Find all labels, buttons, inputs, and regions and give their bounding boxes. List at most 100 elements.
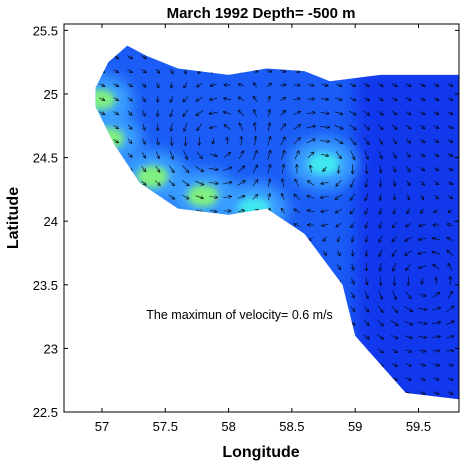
velocity-arrow bbox=[113, 139, 119, 142]
velocity-arrow bbox=[407, 208, 410, 214]
x-tick-label: 58.5 bbox=[279, 419, 304, 434]
velocity-arrow bbox=[223, 197, 231, 198]
velocity-arrow bbox=[294, 151, 299, 160]
velocity-arrow bbox=[323, 166, 327, 171]
y-axis-ticks: 22.5 23 23.5 24 24.5 25 25.5 bbox=[33, 23, 459, 420]
velocity-arrow bbox=[280, 85, 286, 86]
y-tick-label: 24.5 bbox=[33, 151, 58, 166]
velocity-arrow bbox=[447, 112, 453, 115]
y-tick-label: 23.5 bbox=[33, 278, 58, 293]
velocity-arrow bbox=[377, 110, 383, 115]
velocity-arrow bbox=[377, 320, 383, 325]
velocity-arrow bbox=[448, 209, 453, 212]
velocity-arrow bbox=[380, 276, 381, 285]
velocity-arrow bbox=[447, 378, 452, 380]
velocity-arrow bbox=[141, 152, 145, 158]
velocity-arrow bbox=[446, 336, 454, 338]
velocity-arrow bbox=[213, 138, 214, 144]
velocity-arrow bbox=[184, 122, 188, 131]
velocity-arrow bbox=[391, 124, 396, 129]
velocity-arrow bbox=[336, 264, 340, 270]
velocity-arrow bbox=[224, 125, 231, 130]
velocity-arrow bbox=[293, 112, 301, 115]
velocity-arrow bbox=[267, 165, 271, 174]
velocity-arrow bbox=[405, 350, 412, 352]
velocity-arrow bbox=[254, 110, 257, 117]
velocity-arrow bbox=[171, 136, 172, 145]
velocity-arrow bbox=[433, 378, 439, 380]
velocity-arrow bbox=[364, 150, 368, 159]
velocity-arrow bbox=[183, 96, 189, 101]
velocity-arrow bbox=[352, 263, 354, 270]
velocity-arrow bbox=[433, 181, 439, 185]
velocity-arrow bbox=[350, 193, 356, 200]
velocity-arrow bbox=[196, 151, 202, 159]
velocity-arrow bbox=[127, 110, 132, 115]
velocity-arrow bbox=[321, 99, 328, 100]
velocity-arrow bbox=[155, 165, 160, 172]
velocity-arrow bbox=[447, 140, 453, 143]
velocity-arrow bbox=[143, 137, 146, 144]
max-velocity-annotation: The maximun of velocity= 0.6 m/s bbox=[146, 308, 333, 322]
velocity-arrow bbox=[208, 183, 218, 184]
velocity-arrow bbox=[418, 336, 426, 337]
velocity-arrow bbox=[351, 222, 355, 228]
velocity-arrow bbox=[338, 236, 340, 241]
velocity-arrow bbox=[295, 179, 300, 187]
velocity-arrow bbox=[418, 350, 426, 351]
hotspot-inner-4 bbox=[95, 89, 116, 112]
velocity-arrow bbox=[349, 97, 356, 101]
velocity-arrow bbox=[143, 124, 145, 130]
velocity-arrow bbox=[169, 165, 174, 173]
velocity-arrow bbox=[307, 152, 314, 159]
hotspot-inner-2 bbox=[187, 184, 220, 207]
velocity-arrow bbox=[366, 249, 367, 257]
velocity-arrow bbox=[434, 194, 438, 199]
velocity-arrow bbox=[157, 137, 158, 145]
velocity-arrow bbox=[350, 208, 356, 213]
velocity-arrow bbox=[377, 305, 383, 313]
velocity-arrow bbox=[293, 98, 300, 99]
velocity-arrow bbox=[238, 151, 243, 160]
velocity-arrow bbox=[335, 151, 341, 159]
velocity-arrow bbox=[433, 84, 439, 87]
velocity-arrow bbox=[171, 123, 172, 131]
velocity-arrow bbox=[418, 252, 427, 254]
velocity-arrow bbox=[404, 320, 412, 325]
velocity-arrow bbox=[391, 364, 398, 367]
velocity-arrow bbox=[366, 179, 368, 187]
velocity-arrow bbox=[280, 98, 286, 101]
velocity-arrow bbox=[447, 126, 453, 129]
velocity-arrow bbox=[307, 85, 314, 86]
velocity-arrow bbox=[267, 137, 271, 146]
velocity-arrow bbox=[446, 321, 454, 325]
velocity-arrow bbox=[113, 111, 119, 115]
velocity-arrow bbox=[446, 306, 454, 312]
hotspot-inner-0 bbox=[307, 152, 340, 175]
velocity-arrow bbox=[447, 392, 453, 394]
velocity-arrow bbox=[447, 84, 453, 87]
velocity-arrow bbox=[293, 138, 300, 145]
velocity-arrow bbox=[99, 84, 105, 87]
velocity-arrow bbox=[432, 293, 439, 298]
velocity-arrow bbox=[306, 139, 315, 144]
velocity-arrow bbox=[306, 126, 316, 129]
velocity-arrow bbox=[380, 193, 381, 200]
velocity-arrow bbox=[323, 250, 326, 255]
velocity-arrow bbox=[419, 266, 426, 268]
y-tick-label: 25.5 bbox=[33, 23, 58, 38]
velocity-arrow bbox=[209, 154, 217, 156]
velocity-arrow bbox=[405, 138, 410, 143]
velocity-arrow bbox=[321, 197, 329, 198]
velocity-arrow bbox=[363, 110, 370, 115]
velocity-arrow bbox=[196, 110, 203, 116]
velocity-arrow bbox=[239, 123, 244, 131]
velocity-arrow bbox=[336, 208, 343, 213]
velocity-arrow bbox=[405, 236, 412, 241]
velocity-arrow bbox=[379, 221, 381, 228]
chart-title: March 1992 Depth= -500 m bbox=[167, 5, 356, 22]
velocity-arrow bbox=[141, 166, 146, 172]
velocity-arrow bbox=[293, 125, 300, 130]
velocity-arrow bbox=[392, 138, 397, 144]
velocity-arrow bbox=[391, 84, 397, 87]
